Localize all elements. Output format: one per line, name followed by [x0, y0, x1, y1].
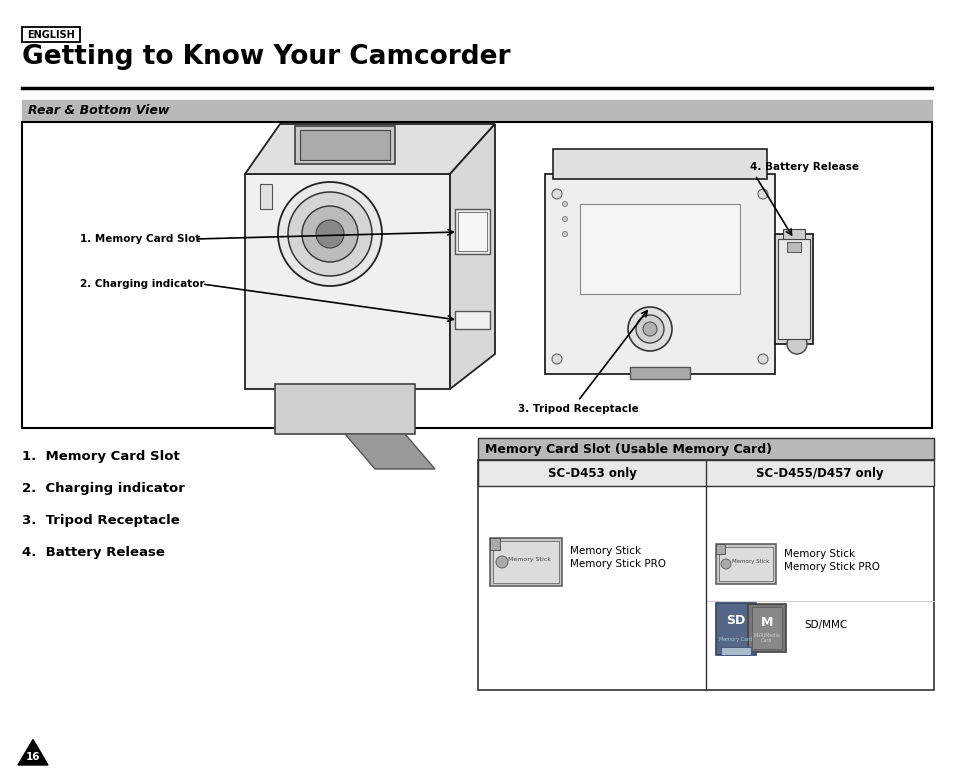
Circle shape: [758, 189, 767, 199]
Bar: [716, 544, 775, 584]
Circle shape: [552, 354, 561, 364]
Bar: [260, 184, 272, 209]
Bar: [751, 607, 781, 649]
Text: 4. Battery Release: 4. Battery Release: [749, 162, 858, 172]
Text: SD: SD: [725, 615, 745, 628]
Bar: [553, 149, 766, 179]
Text: 3.  Tripod Receptacle: 3. Tripod Receptacle: [22, 514, 179, 527]
Text: Memory Card: Memory Card: [719, 636, 752, 641]
Bar: [294, 126, 395, 164]
Text: M: M: [760, 615, 772, 629]
Circle shape: [720, 559, 730, 569]
Text: Memory Stick: Memory Stick: [508, 558, 551, 562]
Polygon shape: [450, 124, 495, 389]
Bar: [720, 647, 750, 655]
Text: Getting to Know Your Camcorder: Getting to Know Your Camcorder: [22, 44, 510, 70]
Bar: [455, 209, 490, 254]
Bar: [719, 547, 772, 581]
Bar: [274, 384, 415, 434]
Text: 1.  Memory Card Slot: 1. Memory Card Slot: [22, 450, 179, 463]
Bar: [747, 604, 785, 652]
Circle shape: [288, 192, 372, 276]
Circle shape: [642, 322, 657, 336]
Text: 4.  Battery Release: 4. Battery Release: [22, 546, 165, 559]
Circle shape: [562, 202, 567, 206]
Circle shape: [786, 334, 806, 354]
Bar: [477, 438, 933, 460]
Bar: [477, 460, 933, 690]
Text: Rear & Bottom View: Rear & Bottom View: [28, 104, 170, 117]
Bar: [490, 538, 561, 586]
Bar: [716, 603, 755, 655]
Text: Memory Stick: Memory Stick: [732, 559, 769, 565]
Circle shape: [496, 556, 507, 568]
Bar: [493, 541, 558, 583]
Bar: [544, 174, 774, 374]
Bar: [629, 367, 689, 379]
Circle shape: [552, 189, 561, 199]
Text: MultiMedia
Card: MultiMedia Card: [753, 633, 780, 643]
Text: Memory Stick
Memory Stick PRO: Memory Stick Memory Stick PRO: [783, 549, 879, 573]
Text: ENGLISH: ENGLISH: [27, 30, 74, 40]
Text: 16: 16: [26, 752, 40, 762]
Polygon shape: [345, 434, 435, 469]
Circle shape: [758, 354, 767, 364]
Bar: [782, 229, 804, 239]
Bar: [477, 460, 933, 486]
Text: Memory Card Slot (Usable Memory Card): Memory Card Slot (Usable Memory Card): [484, 442, 771, 456]
Bar: [477, 438, 933, 460]
Text: SC-D455/D457 only: SC-D455/D457 only: [756, 467, 882, 480]
Bar: [22, 27, 80, 42]
Polygon shape: [245, 124, 495, 174]
Circle shape: [315, 220, 344, 248]
Text: 2. Charging indicator: 2. Charging indicator: [80, 279, 204, 289]
Text: 1. Memory Card Slot: 1. Memory Card Slot: [80, 234, 200, 244]
Circle shape: [636, 315, 663, 343]
Circle shape: [562, 231, 567, 237]
Bar: [490, 538, 499, 550]
Bar: [774, 234, 812, 344]
Polygon shape: [18, 739, 48, 765]
Bar: [455, 311, 490, 329]
Bar: [22, 100, 931, 120]
Bar: [786, 242, 801, 252]
Bar: [778, 239, 809, 339]
Circle shape: [562, 217, 567, 221]
Text: Memory Stick
Memory Stick PRO: Memory Stick Memory Stick PRO: [569, 546, 665, 569]
Bar: [22, 122, 931, 428]
Circle shape: [277, 182, 381, 286]
Text: 3. Tripod Receptacle: 3. Tripod Receptacle: [517, 404, 639, 414]
Text: 2.  Charging indicator: 2. Charging indicator: [22, 482, 185, 495]
Bar: [299, 130, 390, 160]
Bar: [245, 174, 450, 389]
Bar: [716, 544, 724, 554]
Text: SD/MMC: SD/MMC: [803, 620, 846, 630]
Circle shape: [627, 307, 671, 351]
Circle shape: [302, 206, 357, 262]
Bar: [579, 204, 740, 294]
Bar: [457, 212, 486, 251]
Text: SC-D453 only: SC-D453 only: [547, 467, 636, 480]
